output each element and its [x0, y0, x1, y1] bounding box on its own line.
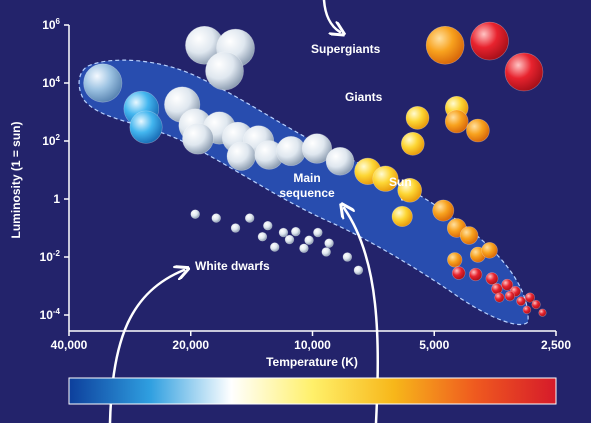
main-sequence-star [301, 133, 333, 164]
x-axis-title: Temperature (K) [266, 355, 358, 369]
main-sequence-star [451, 266, 466, 280]
giants-star [400, 132, 425, 156]
main-sequence-star [504, 290, 516, 302]
sun-label: Sun [389, 175, 412, 189]
white-dwarfs-star [230, 223, 241, 233]
star-markers [83, 21, 547, 317]
white-dwarfs-star [342, 252, 353, 262]
giants-star [405, 106, 430, 130]
white-dwarfs-star [299, 243, 309, 253]
main-sequence-star [469, 267, 483, 282]
giants-label: Giants [345, 90, 383, 104]
main-sequence-star [481, 242, 498, 259]
white-dwarfs-star [263, 221, 273, 231]
y-axis-title: Luminosity (1 = sun) [9, 121, 23, 238]
main-sequence-star [226, 141, 256, 171]
main-sequence-star [129, 110, 163, 144]
x-tick-label: 10,000 [294, 338, 331, 352]
giants-star [444, 109, 469, 134]
x-tick-label: 40,000 [51, 338, 88, 352]
main-sequence-label-1: Main [293, 171, 320, 185]
white-dwarfs-star [257, 232, 268, 242]
supergiants-arrow [322, 0, 340, 32]
main-sequence-star [432, 199, 455, 222]
y-tick-label: 102 [42, 133, 60, 148]
main-sequence-star [391, 205, 413, 227]
supergiants-star [470, 21, 509, 61]
main-sequence-star [325, 147, 355, 176]
temperature-colorbar [68, 377, 557, 405]
white-dwarfs-label: White dwarfs [195, 259, 270, 273]
axis-ticks: 40,000 20,000 10,000 5,000 2,500 106 104 102 1 10… [40, 17, 572, 352]
main-sequence-star [485, 272, 499, 285]
main-sequence-star [397, 177, 422, 203]
y-tick-label: 104 [42, 75, 60, 90]
main-sequence-star [531, 299, 541, 310]
main-sequence-star [501, 278, 514, 291]
white-dwarfs-star [313, 227, 323, 238]
supergiants-star [504, 52, 544, 92]
main-sequence-star [494, 292, 505, 303]
x-tick-label: 20,000 [172, 338, 209, 352]
white-dwarfs-star [324, 238, 334, 248]
main-sequence-star [459, 226, 479, 245]
main-sequence-label-2: sequence [279, 186, 335, 200]
x-tick-label: 5,000 [419, 338, 449, 352]
white-dwarfs-star [244, 213, 255, 223]
giants-star [466, 118, 490, 143]
main-sequence-star [372, 165, 399, 192]
main-sequence-star [516, 296, 526, 306]
main-sequence-star [491, 283, 503, 295]
white-dwarfs-star [284, 234, 295, 245]
white-dwarfs-star [278, 227, 289, 238]
y-tick-label: 1 [53, 192, 60, 206]
y-tick-label: 10-4 [40, 307, 61, 322]
y-tick-label: 10-2 [40, 249, 61, 264]
main-sequence-star [522, 305, 532, 315]
main-sequence-star [524, 292, 536, 303]
main-sequence-star [182, 122, 214, 155]
white-dwarfs-star [270, 242, 280, 252]
y-tick-label: 106 [42, 17, 60, 32]
white-dwarfs-star [321, 247, 331, 257]
white-dwarfs-star [353, 265, 364, 275]
main-sequence-star [276, 136, 306, 166]
main-sequence-star [447, 252, 463, 268]
white-dwarfs-star [304, 235, 314, 245]
white-dwarfs-star [211, 213, 221, 223]
main-sequence-star [83, 63, 123, 103]
supergiants-star [205, 51, 244, 91]
main-sequence-star [538, 308, 547, 317]
supergiants-star [425, 25, 465, 65]
supergiants-label: Supergiants [311, 42, 381, 56]
x-tick-label: 2,500 [541, 338, 571, 352]
white-dwarfs-star [190, 209, 200, 219]
white-dwarfs-star [291, 226, 301, 237]
